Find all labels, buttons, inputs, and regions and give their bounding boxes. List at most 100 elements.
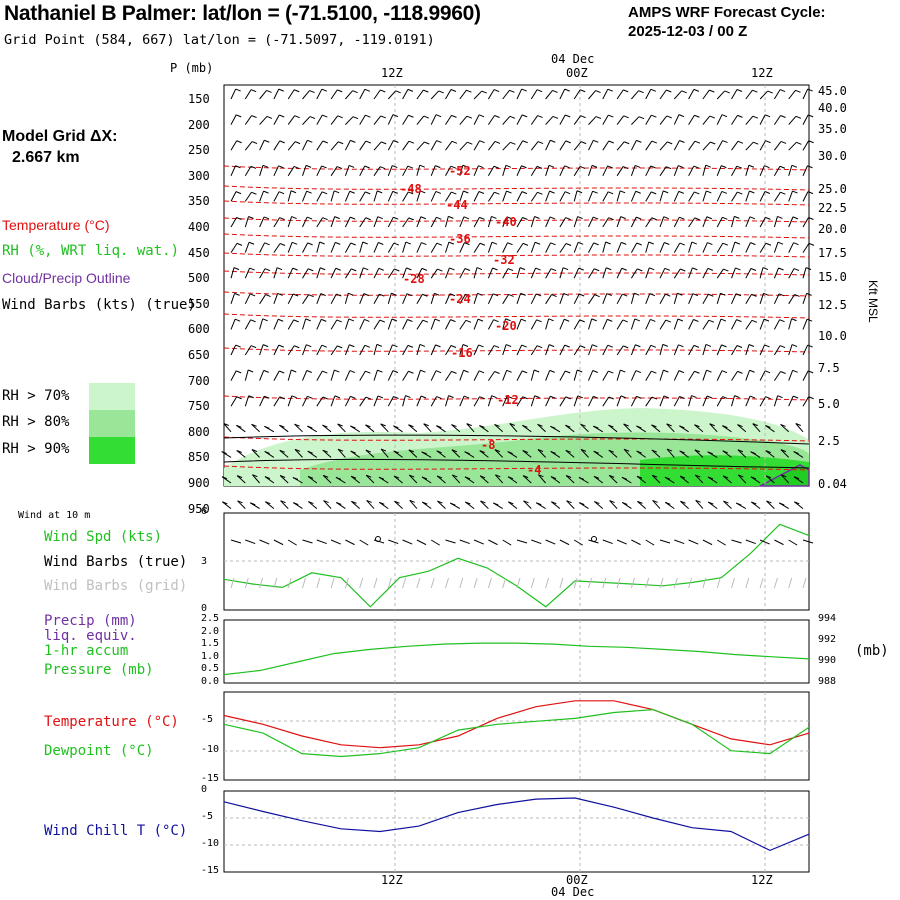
wind-barb-flag xyxy=(349,370,356,374)
wind-barb xyxy=(302,268,309,279)
wind-barb xyxy=(716,90,726,100)
wind-barb-flag xyxy=(365,424,371,428)
wind-barb xyxy=(344,242,352,253)
wind-barb-flag xyxy=(536,502,542,506)
temp-contour-label-1: -48 xyxy=(400,182,422,196)
wind-barb xyxy=(259,294,267,305)
temp-contour-3 xyxy=(223,217,810,223)
wind-barb-flag xyxy=(736,89,743,92)
wind10-barb-grid xyxy=(487,577,492,589)
wind-barb xyxy=(280,500,289,509)
wind-barb xyxy=(322,424,332,433)
wind-barb xyxy=(702,294,709,305)
wind10-barb-grid xyxy=(716,577,721,589)
temp-contour-11 xyxy=(223,436,810,442)
wind-barb xyxy=(316,217,324,228)
wind-barb-flag xyxy=(321,318,327,322)
wind-barb-flag xyxy=(751,501,757,505)
wind-barb xyxy=(316,396,324,407)
wind-barb-flag xyxy=(576,190,583,194)
wind10-barb-grid xyxy=(273,577,278,589)
wind-barb-flag xyxy=(321,88,327,92)
wind-barb xyxy=(387,90,397,100)
wind-barb xyxy=(594,501,604,509)
wind-barb xyxy=(244,242,250,253)
wind-barb-flag xyxy=(695,499,701,503)
wind-barb-flag xyxy=(778,267,784,271)
wind-barb xyxy=(731,191,738,202)
wind-barb-flag xyxy=(779,502,785,506)
wind-barb xyxy=(244,267,251,279)
wind-barb-flag xyxy=(550,425,556,429)
wind-barb xyxy=(616,268,623,279)
wind-barb-flag xyxy=(424,141,430,145)
wind-barb-flag xyxy=(750,268,757,271)
wind-barb xyxy=(230,267,235,279)
pressure-level-300: 300 xyxy=(188,168,210,183)
wind-barb-flag xyxy=(764,165,770,169)
wind-barb-flag xyxy=(392,114,399,118)
wind-barb-flag xyxy=(505,164,512,168)
wind-barb-flag xyxy=(708,501,714,505)
wind10-barb-true xyxy=(416,539,427,546)
wind-barb xyxy=(745,268,752,279)
wind-barb xyxy=(788,90,796,100)
wind-barb xyxy=(244,115,253,125)
chart-title: Nathaniel B Palmer: lat/lon = (-71.5100,… xyxy=(4,2,481,25)
wind10-barb-grid xyxy=(316,577,321,589)
wind-barb xyxy=(688,241,693,253)
wind-barb-flag xyxy=(451,370,457,374)
wind-barb-flag xyxy=(307,450,313,454)
model-grid-info: Model Grid ΔX: 2.667 km xyxy=(2,126,118,168)
wind10-barb-true xyxy=(531,539,542,545)
wind-barb xyxy=(673,90,683,100)
wind-barb-flag xyxy=(779,165,786,169)
temperature-line xyxy=(223,700,810,749)
wind-barb xyxy=(694,424,704,433)
wind-barb-flag xyxy=(765,242,772,246)
wind-barb-flag xyxy=(721,344,727,348)
wind-barb-flag xyxy=(408,370,414,374)
wind-barb-flag xyxy=(450,502,456,506)
wind10-barb-true xyxy=(259,539,270,545)
date-label-top: 04 Dec xyxy=(551,52,595,66)
wind-barb-flag xyxy=(450,89,457,92)
wind-barb-flag xyxy=(451,424,457,428)
wind-barb xyxy=(451,449,461,458)
wind10-barb-true xyxy=(459,539,470,545)
wind-spd-label: Wind Spd (kts) xyxy=(44,529,163,545)
temp-contour-label-2: -44 xyxy=(446,198,468,212)
wind-barb xyxy=(287,141,296,151)
wind10-barb-true xyxy=(273,539,284,546)
wind10-barb-true xyxy=(330,539,341,545)
wind-barb-flag xyxy=(710,141,716,145)
wind-barb xyxy=(516,319,522,330)
wind-barb xyxy=(702,115,711,125)
wind-barb-flag xyxy=(622,501,628,505)
wind-barb xyxy=(788,141,797,151)
wind-barb xyxy=(559,114,566,125)
wind-barb xyxy=(302,216,308,228)
forecast-cycle: AMPS WRF Forecast Cycle: 2025-12-03 / 00… xyxy=(628,3,826,41)
wind10-barb-true xyxy=(345,539,355,546)
wind-barb xyxy=(659,293,666,305)
wind-barb-flag xyxy=(290,190,297,194)
wind-barb-flag xyxy=(366,499,372,503)
wind-barb-flag xyxy=(651,140,658,144)
wind-barb-flag xyxy=(405,241,412,245)
wind-barb-flag xyxy=(506,190,512,194)
wind-barb-flag xyxy=(709,89,715,93)
wind-barb-flag xyxy=(663,190,669,194)
wind-barb xyxy=(765,475,775,484)
wind-barb xyxy=(709,423,718,433)
wind-barb xyxy=(445,89,452,100)
wind-barb xyxy=(445,241,450,253)
wind-barb xyxy=(645,241,650,253)
wind10-barb-grid xyxy=(430,577,435,589)
wind-barb xyxy=(430,165,436,176)
wind-barb-flag xyxy=(262,344,269,348)
wind-barb xyxy=(766,500,775,509)
wind-barb xyxy=(459,395,465,407)
wind-barb xyxy=(480,500,489,509)
wind-barb-flag xyxy=(221,476,228,480)
